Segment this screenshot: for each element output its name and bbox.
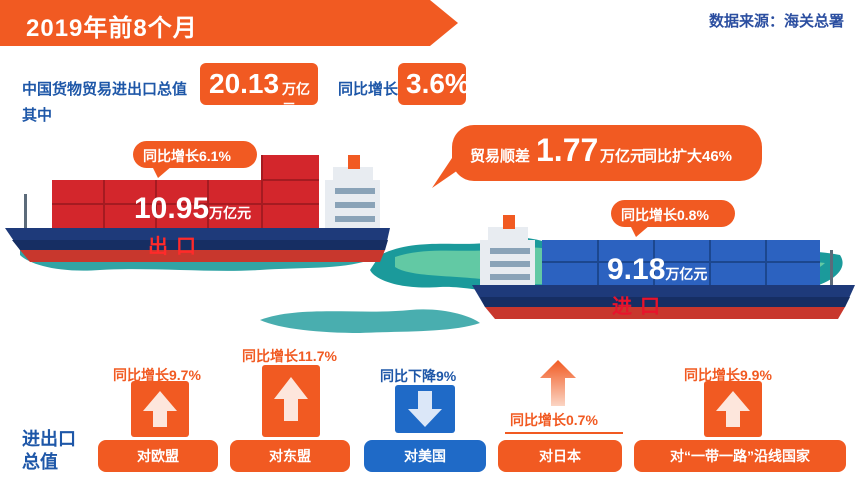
export-containers xyxy=(52,155,319,228)
total-unit: 万亿元 xyxy=(282,81,310,117)
region-asean-change: 同比增长11.7% xyxy=(242,348,337,364)
export-bubble-tail xyxy=(152,166,172,178)
import-bubble-tail xyxy=(630,225,650,237)
import-ship xyxy=(472,215,855,319)
region-us: 对美国 xyxy=(364,440,486,472)
import-value: 9.18 xyxy=(607,253,666,286)
export-unit: 万亿元 xyxy=(209,205,252,221)
data-source: 数据来源：海关总署 xyxy=(708,13,844,30)
divider xyxy=(505,432,623,434)
surplus-unit: 万亿元 xyxy=(600,148,646,165)
region-belt-road: 对“一带一路”沿线国家 xyxy=(634,440,846,472)
region-belt-road-change: 同比增长9.9% xyxy=(684,367,772,383)
surplus-value: 1.77 xyxy=(536,132,599,168)
import-label: 进口 xyxy=(612,296,668,318)
up-arrow-icon xyxy=(131,381,189,437)
up-arrow-icon xyxy=(704,381,762,437)
import-growth-bubble: 同比增长0.8% xyxy=(611,200,735,227)
region-japan-change: 同比增长0.7% xyxy=(510,412,598,428)
total-value: 20.13 xyxy=(209,68,280,99)
total-growth-label: 同比增长 xyxy=(338,81,399,98)
export-value-label: 10.95万亿元 xyxy=(134,192,251,226)
export-growth-bubble: 同比增长6.1% xyxy=(133,141,257,168)
up-arrow-icon xyxy=(262,365,320,437)
regions-label: 进出口总值 xyxy=(22,429,76,472)
export-value: 10.95 xyxy=(134,192,210,225)
export-growth: 同比增长6.1% xyxy=(143,148,231,164)
import-value-label: 9.18万亿元 xyxy=(607,253,707,287)
import-containers xyxy=(542,240,820,285)
total-growth-value: 3.6% xyxy=(406,68,470,99)
surplus-label: 贸易顺差 xyxy=(470,148,531,165)
of-which-label: 其中 xyxy=(22,107,53,124)
import-unit: 万亿元 xyxy=(665,266,708,282)
surplus-bubble-tail xyxy=(432,158,464,188)
summary-label: 中国货物贸易进出口总值 xyxy=(22,81,188,98)
down-arrow-icon xyxy=(395,385,455,433)
page-title: 2019年前8个月 xyxy=(26,15,198,42)
region-japan: 对日本 xyxy=(498,440,622,472)
export-label: 出口 xyxy=(148,236,204,258)
region-eu: 对欧盟 xyxy=(98,440,218,472)
export-ship xyxy=(5,155,390,262)
region-eu-change: 同比增长9.7% xyxy=(113,367,201,383)
region-us-change: 同比下降9% xyxy=(380,368,457,384)
import-growth: 同比增长0.8% xyxy=(621,207,709,223)
region-asean: 对东盟 xyxy=(230,440,350,472)
surplus-growth: 同比扩大46% xyxy=(642,148,733,165)
total-growth-box: 3.6% xyxy=(398,63,470,105)
total-value-box: 20.13 万亿元 xyxy=(200,63,318,117)
up-arrow-icon xyxy=(540,360,576,406)
title-banner xyxy=(0,0,458,46)
trade-surplus-bubble: 贸易顺差 1.77 万亿元 同比扩大46% xyxy=(452,125,762,181)
